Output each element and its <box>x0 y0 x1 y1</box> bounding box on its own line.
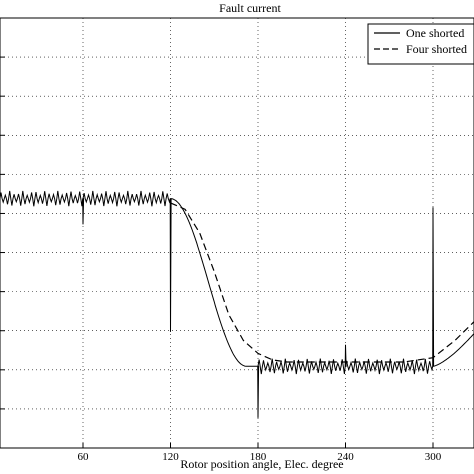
series-one-shorted <box>0 190 474 418</box>
x-tick-label: 120 <box>162 451 179 463</box>
x-tick-label: 300 <box>425 451 442 463</box>
legend-entry: One shorted <box>406 26 464 40</box>
grid-lines <box>0 18 474 448</box>
x-tick-label: 60 <box>78 451 90 463</box>
x-axis-label: Rotor position angle, Elec. degree <box>180 457 343 471</box>
series-layer <box>0 190 474 418</box>
chart-title: Fault current <box>219 1 281 15</box>
legend-entry: Four shorted <box>406 42 467 56</box>
plot-area <box>0 17 474 449</box>
x-ticks: 60 120 180 240 300 <box>78 443 442 463</box>
x-tick-label: 180 <box>250 451 267 463</box>
legend-box <box>367 23 474 65</box>
legend: One shorted Four shorted <box>367 23 474 65</box>
series-four-shorted <box>170 202 474 363</box>
x-tick-label: 240 <box>337 451 354 463</box>
